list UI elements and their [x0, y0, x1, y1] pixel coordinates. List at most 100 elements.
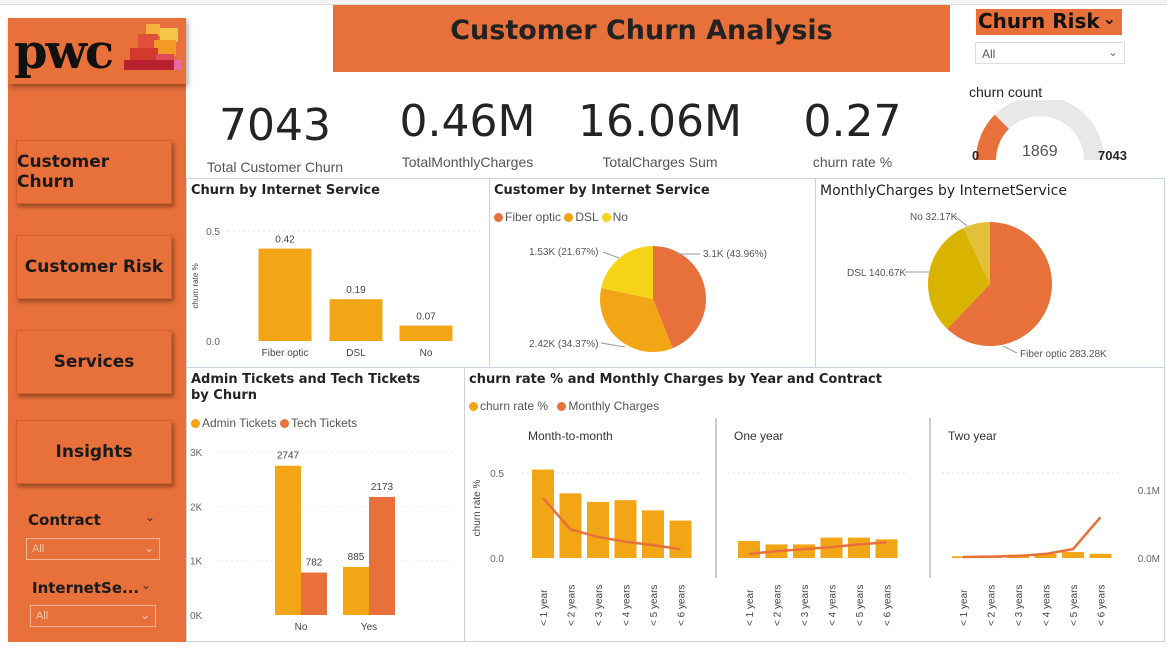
nav-services-button[interactable]: Services [16, 330, 172, 394]
bar [559, 493, 582, 558]
churn-by-internet-chart: churn rate % 0.5 0.0 0.42 Fiber optic 0.19 DSL… [191, 227, 481, 359]
legend-label: No [612, 210, 628, 224]
x-tick-label: < 2 years [567, 585, 578, 626]
legend-item[interactable]: Monthly Charges [551, 399, 659, 413]
y-tick-label: 0.5 [206, 227, 220, 238]
bar [275, 465, 301, 615]
x-tick-label: < 1 year [959, 589, 970, 626]
contract-slicer-title: Contract [28, 511, 101, 529]
x-tick-label: No [420, 348, 433, 359]
y-tick-label: 0.0M [1138, 554, 1160, 565]
nav-customer-risk-button[interactable]: Customer Risk [16, 235, 172, 299]
churn-count-gauge [975, 100, 1104, 161]
legend-label: Fiber optic [505, 210, 562, 224]
kpi-churn-rate-label: churn rate % [812, 154, 893, 170]
bar [952, 556, 974, 558]
legend-item[interactable]: Fiber optic [494, 210, 561, 224]
y-tick-label: 0.1M [1138, 486, 1160, 497]
bar [1034, 553, 1057, 558]
x-tick-label: < 3 years [800, 585, 811, 626]
x-tick-label: Fiber optic [262, 348, 309, 359]
y-tick-label: 0.0 [206, 337, 220, 348]
logo-mark-icon [124, 24, 182, 70]
pie-slice [928, 227, 990, 329]
data-label: 0.07 [416, 312, 436, 323]
chevron-down-icon: ⌄ [143, 541, 154, 555]
churn-risk-slicer-title[interactable]: Churn Risk ⌄ [976, 9, 1122, 35]
x-tick-label: < 6 years [677, 585, 688, 626]
x-tick-label: < 3 years [594, 585, 605, 626]
chevron-down-icon[interactable]: ⌄ [145, 510, 156, 524]
gauge-max: 7043 [1098, 148, 1127, 163]
monthly-by-internet-title: MonthlyCharges by InternetService [820, 183, 1067, 199]
nav-customer-churn-button[interactable]: Customer Churn [16, 140, 172, 204]
y-tick-label: 0.5 [490, 469, 504, 480]
panel-label: One year [734, 429, 783, 443]
legend-dot [564, 213, 574, 222]
data-label: 2173 [371, 482, 394, 493]
data-label: 782 [306, 558, 323, 569]
kpi-total-charges-label: TotalCharges Sum [602, 154, 718, 170]
x-tick-label: DSL [346, 348, 366, 359]
kpi-churn-rate-value: 0.27 [803, 96, 902, 147]
monthly-charges-line [962, 516, 1102, 559]
legend-label: Monthly Charges [568, 399, 660, 413]
x-tick-label: < 6 years [1097, 585, 1108, 626]
x-tick-label: < 4 years [828, 585, 839, 626]
y-axis-label: churn rate % [191, 263, 200, 308]
x-tick-label: < 6 years [883, 585, 894, 626]
gauge-min: 0 [972, 148, 980, 163]
bar [532, 469, 554, 558]
x-tick-label: < 2 years [987, 585, 998, 626]
pie-slice [600, 287, 673, 352]
pie-slice [653, 246, 706, 349]
legend-item[interactable]: DSL [564, 210, 598, 224]
churn-risk-title-text: Churn Risk [978, 9, 1100, 33]
churn-by-year-legend: churn rate % Monthly Charges [469, 399, 659, 413]
chevron-down-icon: ⌄ [1107, 45, 1118, 59]
bar [343, 566, 369, 615]
leader-line [602, 251, 620, 259]
bar [848, 537, 870, 558]
internet-slicer-title: InternetSe... [32, 579, 140, 597]
contract-slicer-dropdown[interactable]: All ⌄ [26, 538, 160, 560]
kpi-total-customer-churn-label: Total Customer Churn [206, 159, 344, 175]
bar [329, 299, 383, 341]
slice-label: 1.53K (21.67%) [529, 247, 599, 258]
legend-dot [494, 213, 503, 222]
y-tick-label: 2K [190, 502, 203, 513]
bar [1062, 552, 1084, 558]
bar [614, 500, 637, 558]
legend-item[interactable]: churn rate % [469, 399, 548, 413]
bar [369, 496, 395, 615]
legend-item[interactable]: No [601, 210, 628, 224]
churn-risk-value: All [982, 47, 996, 61]
y-tick-label: 3K [190, 448, 203, 459]
leader-line [954, 215, 968, 227]
chevron-down-icon[interactable]: ⌄ [141, 578, 152, 592]
x-tick-label: No [295, 622, 308, 633]
x-tick-label: < 4 years [1042, 585, 1053, 626]
internet-slicer-dropdown[interactable]: All ⌄ [30, 605, 156, 627]
churn-risk-dropdown[interactable]: All ⌄ [975, 42, 1125, 64]
kpi-total-charges-value: 16.06M [578, 96, 742, 147]
tickets-by-churn-chart: 3K 2K 1K 0K 2747 782 No 885 2173 Yes [190, 448, 456, 633]
legend-dot [191, 419, 200, 428]
bar [301, 572, 327, 615]
legend-dot [469, 402, 478, 411]
customer-by-internet-title: Customer by Internet Service [494, 183, 710, 198]
chevron-down-icon: ⌄ [1102, 9, 1116, 28]
bar [793, 544, 815, 558]
contract-slicer-value: All [32, 543, 45, 555]
page-title: Customer Churn Analysis [333, 5, 950, 72]
data-label: 2747 [277, 451, 300, 462]
legend-item[interactable]: Tech Tickets [280, 416, 357, 430]
panel-label: Month-to-month [528, 429, 613, 443]
legend-label: Tech Tickets [291, 416, 358, 430]
customer-by-internet-legend: Fiber optic DSL No [494, 210, 628, 224]
nav-insights-button[interactable]: Insights [16, 420, 172, 484]
legend-item[interactable]: Admin Tickets [191, 416, 277, 430]
x-tick-label: Yes [361, 622, 377, 633]
slice-label: No 32.17K [910, 212, 958, 223]
